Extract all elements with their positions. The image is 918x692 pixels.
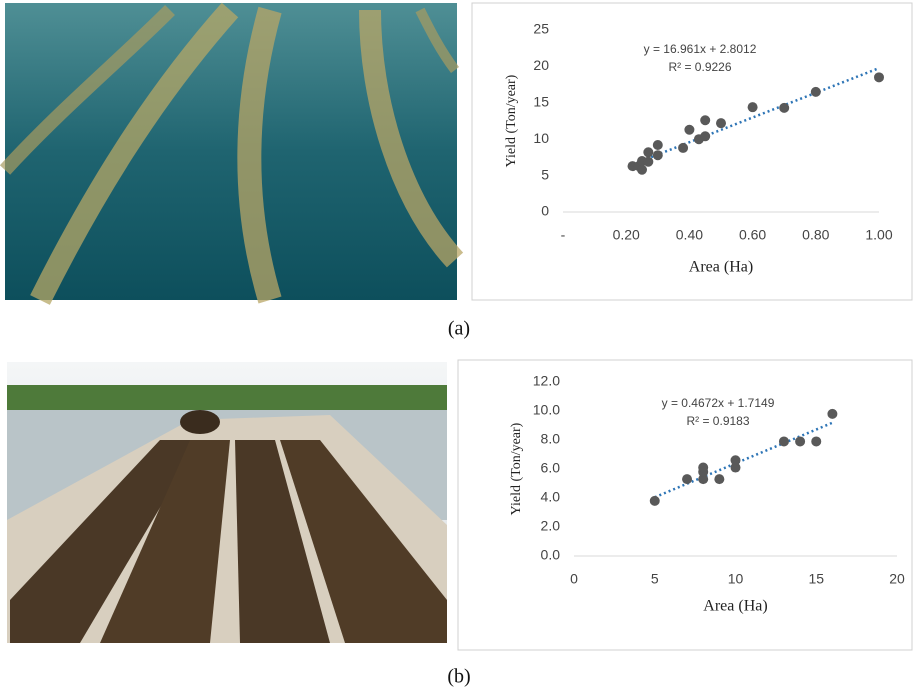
trend-equation: R² = 0.9183 xyxy=(686,414,749,428)
trend-equation: y = 16.961x + 2.8012 xyxy=(644,42,757,56)
y-tick-label: 10.0 xyxy=(533,402,560,418)
point xyxy=(716,118,726,128)
point xyxy=(811,436,821,446)
y-tick-label: 0.0 xyxy=(541,547,561,563)
point xyxy=(682,474,692,484)
point xyxy=(779,436,789,446)
x-tick-label: 10 xyxy=(728,571,744,587)
point xyxy=(637,165,647,175)
point xyxy=(811,87,821,97)
point xyxy=(653,150,663,160)
trendline xyxy=(655,423,833,498)
x-tick-label: 0 xyxy=(570,571,578,587)
trendline xyxy=(633,68,879,164)
photo-seaweed-lines xyxy=(5,3,457,300)
point xyxy=(874,72,884,82)
x-tick-label: 5 xyxy=(651,571,659,587)
y-tick-label: 5 xyxy=(541,166,549,182)
y-tick-label: 8.0 xyxy=(541,431,561,447)
point xyxy=(643,157,653,167)
x-tick-label: 0.60 xyxy=(739,227,766,243)
trend-equation: y = 0.4672x + 1.7149 xyxy=(662,396,775,410)
y-axis-title: Yield (Ton/year) xyxy=(504,74,519,167)
y-tick-label: 10 xyxy=(533,130,549,146)
x-tick-label: 15 xyxy=(808,571,824,587)
y-tick-label: 12.0 xyxy=(533,373,560,389)
point xyxy=(714,474,724,484)
x-tick-label: 20 xyxy=(889,571,905,587)
x-tick-label: 0.20 xyxy=(613,227,640,243)
point xyxy=(643,147,653,157)
x-tick-label: 1.00 xyxy=(865,227,892,243)
x-tick-label: 0.40 xyxy=(676,227,703,243)
y-tick-label: 0 xyxy=(541,203,549,219)
y-tick-label: 25 xyxy=(533,21,549,37)
point xyxy=(698,463,708,473)
y-axis-title: Yield (Ton/year) xyxy=(509,422,524,515)
point xyxy=(827,409,837,419)
panel-label: (a) xyxy=(448,318,470,340)
y-tick-label: 20 xyxy=(533,57,549,73)
y-tick-label: 15 xyxy=(533,94,549,110)
photo-seaweed-drying xyxy=(7,362,447,643)
x-axis-title: Area (Ha) xyxy=(703,598,767,615)
y-tick-label: 4.0 xyxy=(541,489,561,505)
y-tick-label: 6.0 xyxy=(541,460,561,476)
y-tick-label: 2.0 xyxy=(541,518,561,534)
x-tick-label: 0.80 xyxy=(802,227,829,243)
point xyxy=(700,131,710,141)
point xyxy=(650,496,660,506)
figure: (a) (b) 0 5 10 15 20 25 - 0.20 0.40 0.60 0.80 1.00 A… xyxy=(0,0,918,692)
x-tick-label: - xyxy=(561,227,566,243)
point xyxy=(779,103,789,113)
panel-label: (b) xyxy=(447,666,470,688)
point xyxy=(700,115,710,125)
point xyxy=(684,125,694,135)
point xyxy=(678,143,688,153)
point xyxy=(731,455,741,465)
point xyxy=(795,436,805,446)
x-axis-title: Area (Ha) xyxy=(689,259,753,276)
trend-equation: R² = 0.9226 xyxy=(668,60,731,74)
point xyxy=(653,140,663,150)
point xyxy=(748,102,758,112)
